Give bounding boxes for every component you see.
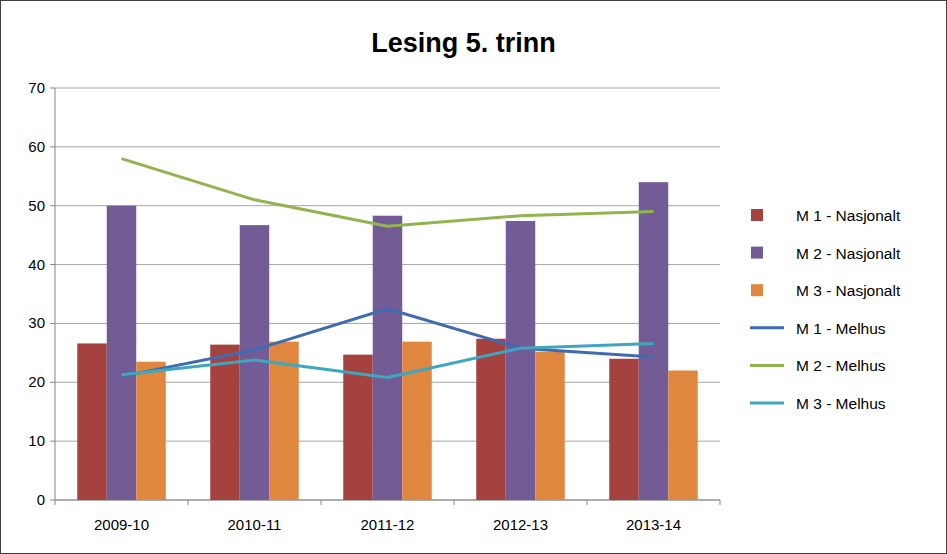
line <box>122 159 654 227</box>
grid-line <box>55 205 720 206</box>
bar <box>402 342 432 500</box>
legend-swatch <box>750 364 784 367</box>
bar <box>77 343 107 500</box>
legend-swatch <box>751 209 763 221</box>
y-tick-label: 50 <box>28 197 45 214</box>
y-tick <box>50 205 55 206</box>
y-tick <box>50 441 55 442</box>
marks <box>77 159 698 500</box>
bar <box>668 371 698 500</box>
bar <box>373 216 403 500</box>
legend-label: M 2 - Nasjonalt <box>796 245 901 262</box>
y-tick-label: 60 <box>28 138 45 155</box>
grid-line <box>55 146 720 147</box>
y-tick-label: 0 <box>37 491 45 508</box>
x-tick <box>454 500 455 505</box>
legend-label: M 3 - Nasjonalt <box>796 282 901 299</box>
bar <box>210 345 240 500</box>
x-tick <box>188 500 189 505</box>
x-tick <box>587 500 588 505</box>
legend-swatch <box>750 326 784 329</box>
x-tick-label: 2011-12 <box>361 516 415 533</box>
x-tick <box>55 500 56 505</box>
legend-label: M 1 - Nasjonalt <box>796 207 901 224</box>
y-tick <box>50 500 55 501</box>
frame <box>1 1 947 554</box>
legend-swatch <box>750 402 784 405</box>
y-tick <box>50 146 55 147</box>
legend-swatch <box>751 247 763 259</box>
y-tick-label: 10 <box>28 432 45 449</box>
line <box>122 343 654 377</box>
chart: Lesing 5. trinn 0 10 20 30 40 50 60 70 2009-10 201… <box>0 0 947 554</box>
x-tick-label: 2010-11 <box>228 516 282 533</box>
title: Lesing 5. trinn <box>371 28 556 58</box>
x-tick-label: 2012-13 <box>493 516 548 533</box>
y-tick <box>50 264 55 265</box>
y-tick-label: 70 <box>28 79 45 96</box>
x-tick-label: 2013-14 <box>626 516 681 533</box>
y-tick <box>50 382 55 383</box>
x-tick <box>720 500 721 505</box>
grid-line <box>55 88 720 89</box>
y-tick <box>50 323 55 324</box>
bar <box>136 362 166 500</box>
legend-label: M 1 - Melhus <box>796 320 886 337</box>
y-tick-label: 40 <box>28 256 45 273</box>
bar <box>506 221 536 500</box>
y-tick <box>50 88 55 89</box>
x-tick <box>321 500 322 505</box>
bar <box>535 352 565 500</box>
y-axis <box>55 88 56 500</box>
legend-swatch <box>751 284 763 296</box>
bar <box>639 182 669 500</box>
bar <box>107 206 137 500</box>
bar <box>609 359 639 500</box>
bar <box>476 339 506 500</box>
y-tick-label: 30 <box>28 314 45 331</box>
legend-label: M 2 - Melhus <box>796 357 886 374</box>
x-tick-label: 2009-10 <box>94 516 149 533</box>
y-tick-label: 20 <box>28 373 45 390</box>
legend-label: M 3 - Melhus <box>796 395 886 412</box>
